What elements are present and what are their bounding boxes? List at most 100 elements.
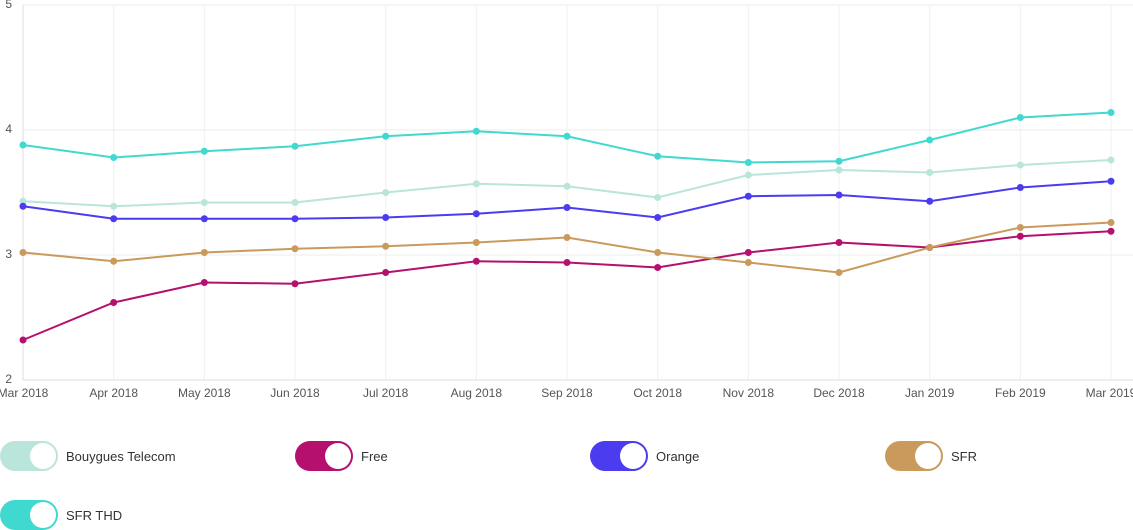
data-point — [382, 189, 390, 196]
data-point — [382, 242, 390, 250]
data-point — [19, 249, 27, 256]
data-point — [291, 142, 299, 150]
data-point — [291, 215, 299, 223]
data-point — [654, 249, 662, 256]
series-toggle[interactable] — [295, 441, 353, 471]
data-point — [563, 259, 571, 266]
data-point — [110, 257, 118, 265]
data-point — [200, 215, 208, 223]
y-tick-label: 4 — [5, 122, 12, 136]
x-tick-label: Sep 2018 — [541, 386, 593, 400]
data-point — [835, 239, 843, 246]
x-tick-label: Apr 2018 — [89, 386, 138, 400]
legend-label: Bouygues Telecom — [66, 448, 176, 464]
data-point — [1016, 224, 1024, 231]
data-point — [1107, 177, 1115, 185]
data-point — [563, 182, 571, 190]
data-point — [472, 180, 480, 188]
legend-label: SFR THD — [66, 507, 123, 523]
x-tick-label: Oct 2018 — [633, 386, 682, 400]
y-tick-label: 5 — [5, 0, 12, 11]
data-point — [654, 264, 662, 271]
legend-item: SFR — [885, 441, 977, 471]
data-point — [1016, 184, 1024, 191]
data-point — [1107, 109, 1115, 116]
series-toggle[interactable] — [0, 500, 58, 530]
y-tick-label: 2 — [5, 372, 12, 386]
data-point — [563, 204, 571, 211]
series-toggle[interactable] — [590, 441, 648, 471]
data-point — [1107, 156, 1115, 164]
data-point — [744, 159, 752, 166]
data-point — [200, 199, 208, 206]
toggle-knob — [30, 502, 56, 528]
legend-item: Orange — [590, 441, 699, 471]
data-point — [291, 199, 299, 206]
toggle-knob — [30, 443, 56, 469]
data-point — [563, 234, 571, 241]
data-point — [1016, 232, 1024, 240]
data-point — [291, 280, 299, 288]
data-point — [382, 269, 390, 276]
data-point — [200, 279, 208, 286]
data-point — [744, 171, 752, 179]
legend-item: Free — [295, 441, 388, 471]
x-tick-label: Jan 2019 — [905, 386, 955, 400]
legend-label: Orange — [656, 448, 700, 464]
x-tick-label: May 2018 — [178, 386, 231, 400]
series-toggle[interactable] — [885, 441, 943, 471]
legend-label: Free — [361, 448, 388, 464]
y-tick-label: 3 — [5, 247, 12, 261]
data-point — [382, 132, 390, 140]
data-point — [19, 141, 27, 149]
data-point — [1107, 227, 1115, 235]
x-tick-label: Mar 2018 — [0, 386, 49, 400]
data-point — [835, 269, 843, 276]
data-point — [926, 244, 934, 251]
legend-label: SFR — [951, 448, 977, 464]
data-point — [110, 154, 118, 161]
data-point — [1016, 161, 1024, 169]
data-point — [835, 191, 843, 199]
data-point — [563, 132, 571, 140]
toggle-knob — [620, 443, 646, 469]
data-point — [1016, 114, 1024, 121]
toggle-knob — [325, 443, 351, 469]
data-point — [654, 152, 662, 160]
series-toggle[interactable] — [0, 441, 58, 471]
data-point — [654, 194, 662, 201]
data-point — [472, 257, 480, 265]
data-point — [654, 214, 662, 221]
x-tick-label: Aug 2018 — [451, 386, 503, 400]
x-tick-label: Feb 2019 — [995, 386, 1046, 400]
data-point — [110, 215, 118, 223]
data-point — [926, 169, 934, 176]
data-point — [835, 166, 843, 174]
toggle-knob — [915, 443, 941, 469]
data-point — [110, 299, 118, 306]
data-point — [744, 249, 752, 256]
data-point — [926, 197, 934, 205]
data-point — [472, 210, 480, 218]
x-tick-label: Nov 2018 — [723, 386, 775, 400]
data-point — [744, 192, 752, 200]
legend-item: Bouygues Telecom — [0, 441, 176, 471]
data-point — [472, 239, 480, 246]
x-tick-label: Dec 2018 — [813, 386, 865, 400]
data-point — [19, 197, 27, 205]
data-point — [200, 147, 208, 155]
data-point — [19, 202, 27, 210]
data-point — [19, 336, 27, 344]
x-tick-label: Mar 2019 — [1086, 386, 1133, 400]
data-point — [472, 127, 480, 135]
x-tick-label: Jun 2018 — [270, 386, 320, 400]
data-point — [1107, 219, 1115, 226]
data-point — [835, 157, 843, 165]
data-point — [110, 202, 118, 210]
data-point — [744, 259, 752, 266]
legend-item: SFR THD — [0, 500, 122, 530]
data-point — [291, 245, 299, 253]
chart: 2 3 4 5 Mar 2018 Apr 2018 May 2018 Jun 2018 Jul … — [0, 0, 1133, 400]
x-tick-label: Jul 2018 — [363, 386, 409, 400]
